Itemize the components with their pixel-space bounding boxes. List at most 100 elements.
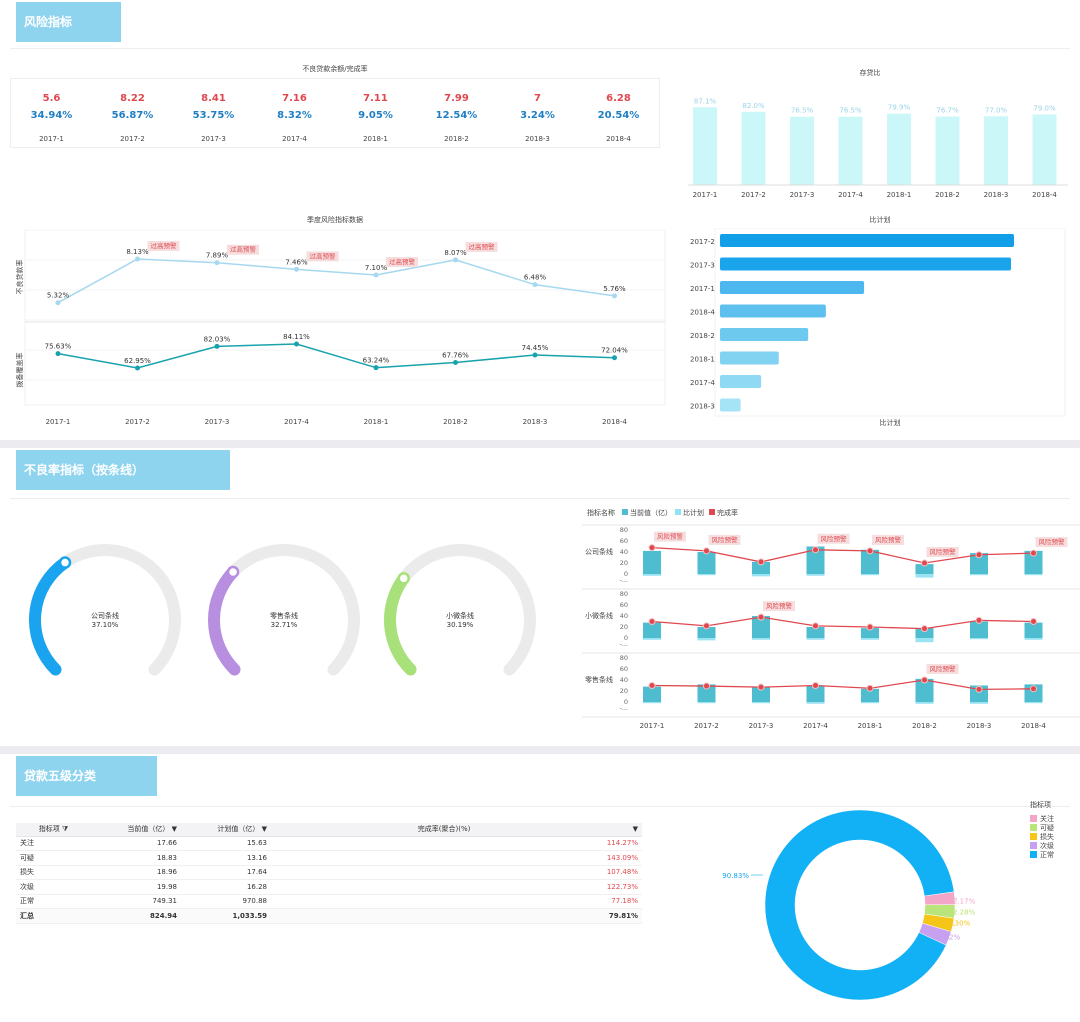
kpi-item: 6.28 20.54% 2018-4 [578, 79, 659, 143]
bar-label: 87.1% [694, 97, 717, 105]
cell-plan: 16.28 [181, 879, 271, 895]
y-tick: 2018-1 [690, 356, 715, 364]
cell-plan: 970.88 [181, 894, 271, 909]
table-row[interactable]: 可疑 18.83 13.16 143.09% [16, 850, 642, 866]
bar-label: 79.0% [1033, 104, 1056, 112]
x-tick: 2018-3 [984, 191, 1009, 199]
gauge-value: 37.10% [92, 621, 119, 629]
th-item[interactable]: 指标项 ⧩ [16, 823, 91, 837]
cell-plan: 13.16 [181, 850, 271, 866]
kpi-rate: 3.24% [520, 110, 555, 121]
kpi-row: 5.6 34.94% 2017-1 8.22 56.87% 2017-2 8.41 53.75… [10, 78, 660, 148]
warn-label: 过高预警 [469, 242, 496, 251]
pie-legend-item[interactable]: 关注 [1030, 814, 1054, 823]
sort-icon[interactable]: ▼ [632, 825, 638, 834]
legend-label: 正常 [1040, 850, 1054, 859]
bar-plan [806, 702, 825, 704]
y-tick: -... [619, 704, 628, 712]
th-rate[interactable]: 完成率(聚合)(%) ▼ [271, 823, 642, 837]
risk-panel: 风险指标 不良贷款余额/完成率 5.6 34.94% 2017-1 8.22 56.87… [0, 0, 1080, 440]
point [373, 365, 379, 371]
rate-point [648, 618, 656, 625]
th-current[interactable]: 当前值（亿） ▼ [91, 823, 181, 837]
point-label: 67.76% [442, 352, 469, 360]
y-tick: 2017-4 [690, 379, 715, 387]
y-tick: 60 [620, 665, 628, 673]
legend-swatch [1030, 824, 1037, 831]
rate-point [757, 613, 765, 621]
y-tick: 80 [620, 654, 628, 662]
pie-legend-item[interactable]: 可疑 [1030, 823, 1054, 832]
x-tick: 2017-1 [640, 722, 665, 730]
bar [693, 107, 717, 185]
bar-current [697, 552, 716, 574]
y-tick: 60 [620, 537, 628, 545]
kpi-quarter: 2018-1 [363, 135, 388, 143]
point-label: 82.03% [204, 335, 231, 343]
hbar [720, 304, 826, 318]
bar [790, 116, 814, 185]
table-row[interactable]: 关注 17.66 15.63 114.27% [16, 836, 642, 851]
cell-name: 正常 [16, 894, 91, 909]
bar-plan [806, 638, 825, 640]
point-label: 75.63% [45, 343, 72, 351]
cell-rate: 107.48% [271, 865, 642, 880]
y-tick: -... [619, 576, 628, 584]
sort-icon[interactable]: ▼ [261, 825, 267, 834]
warn-badge [227, 244, 259, 255]
table-row[interactable]: 次级 19.98 16.28 122.73% [16, 879, 642, 895]
bar-plan [697, 702, 716, 704]
warn-label: 风险预警 [1039, 537, 1066, 546]
sort-icon[interactable]: ▼ [171, 825, 177, 834]
pie-legend-item[interactable]: 损失 [1030, 832, 1054, 841]
table-row[interactable]: 正常 749.31 970.88 77.18% [16, 894, 642, 909]
pie-legend: 指标项 关注 可疑 损失 次级 正常 [1030, 800, 1054, 859]
x-tick: 2018-1 [858, 722, 883, 730]
cell-rate: 122.73% [271, 879, 642, 895]
bar [984, 116, 1008, 185]
legend-label: 比计划 [683, 508, 704, 517]
cell-rate: 77.18% [271, 894, 642, 909]
point-label: 8.13% [126, 248, 149, 256]
kpi-item: 8.41 53.75% 2017-3 [173, 79, 254, 143]
table-row[interactable]: 损失 18.96 17.64 107.48% [16, 865, 642, 880]
axis-label: 比计划 [880, 418, 901, 427]
bar-plan [970, 638, 988, 640]
x-tick: 2017-3 [790, 191, 815, 199]
warn-label: 风险预警 [930, 664, 957, 673]
pie-legend-item[interactable]: 正常 [1030, 850, 1054, 859]
point [532, 282, 538, 288]
loan-class-donut: 2.17% 2.28% 2.30% 2.42% 90.83% [722, 809, 976, 1001]
point [55, 300, 61, 306]
point [532, 352, 538, 358]
hbar [720, 398, 741, 412]
kpi-quarter: 2018-2 [444, 135, 469, 143]
pie-legend-item[interactable]: 次级 [1030, 841, 1054, 850]
table-total-row[interactable]: 汇总 824.94 1,033.59 79.81% [16, 908, 642, 924]
x-tick: 2017-2 [741, 191, 766, 199]
bar-plan [752, 702, 770, 704]
filter-icon[interactable]: ⧩ [61, 825, 69, 834]
warn-label: 过高预警 [310, 251, 337, 260]
kpi-title: 不良贷款余额/完成率 [302, 65, 368, 73]
warn-badge [306, 251, 339, 262]
warn-badge [1035, 537, 1068, 548]
y-tick: 2017-2 [690, 238, 715, 246]
point-label: 63.24% [363, 357, 390, 365]
slice-label: 2.42% [938, 934, 961, 942]
bar-label: 79.9% [888, 104, 911, 112]
th-plan[interactable]: 计划值（亿） ▼ [181, 823, 271, 837]
rate-point [648, 682, 656, 689]
bar-current [752, 616, 770, 638]
kpi-item: 7.99 12.54% 2018-2 [416, 79, 497, 143]
x-tick: 2018-1 [364, 418, 389, 426]
warn-badge [926, 547, 959, 557]
rate-line [651, 546, 1034, 564]
y-tick: 20 [620, 687, 628, 695]
y-tick: 2017-1 [690, 285, 715, 293]
point [453, 257, 458, 263]
gauge-label: 零售条线 [270, 611, 298, 620]
kpi-value: 7.11 [363, 93, 388, 104]
rate-point [812, 682, 819, 689]
